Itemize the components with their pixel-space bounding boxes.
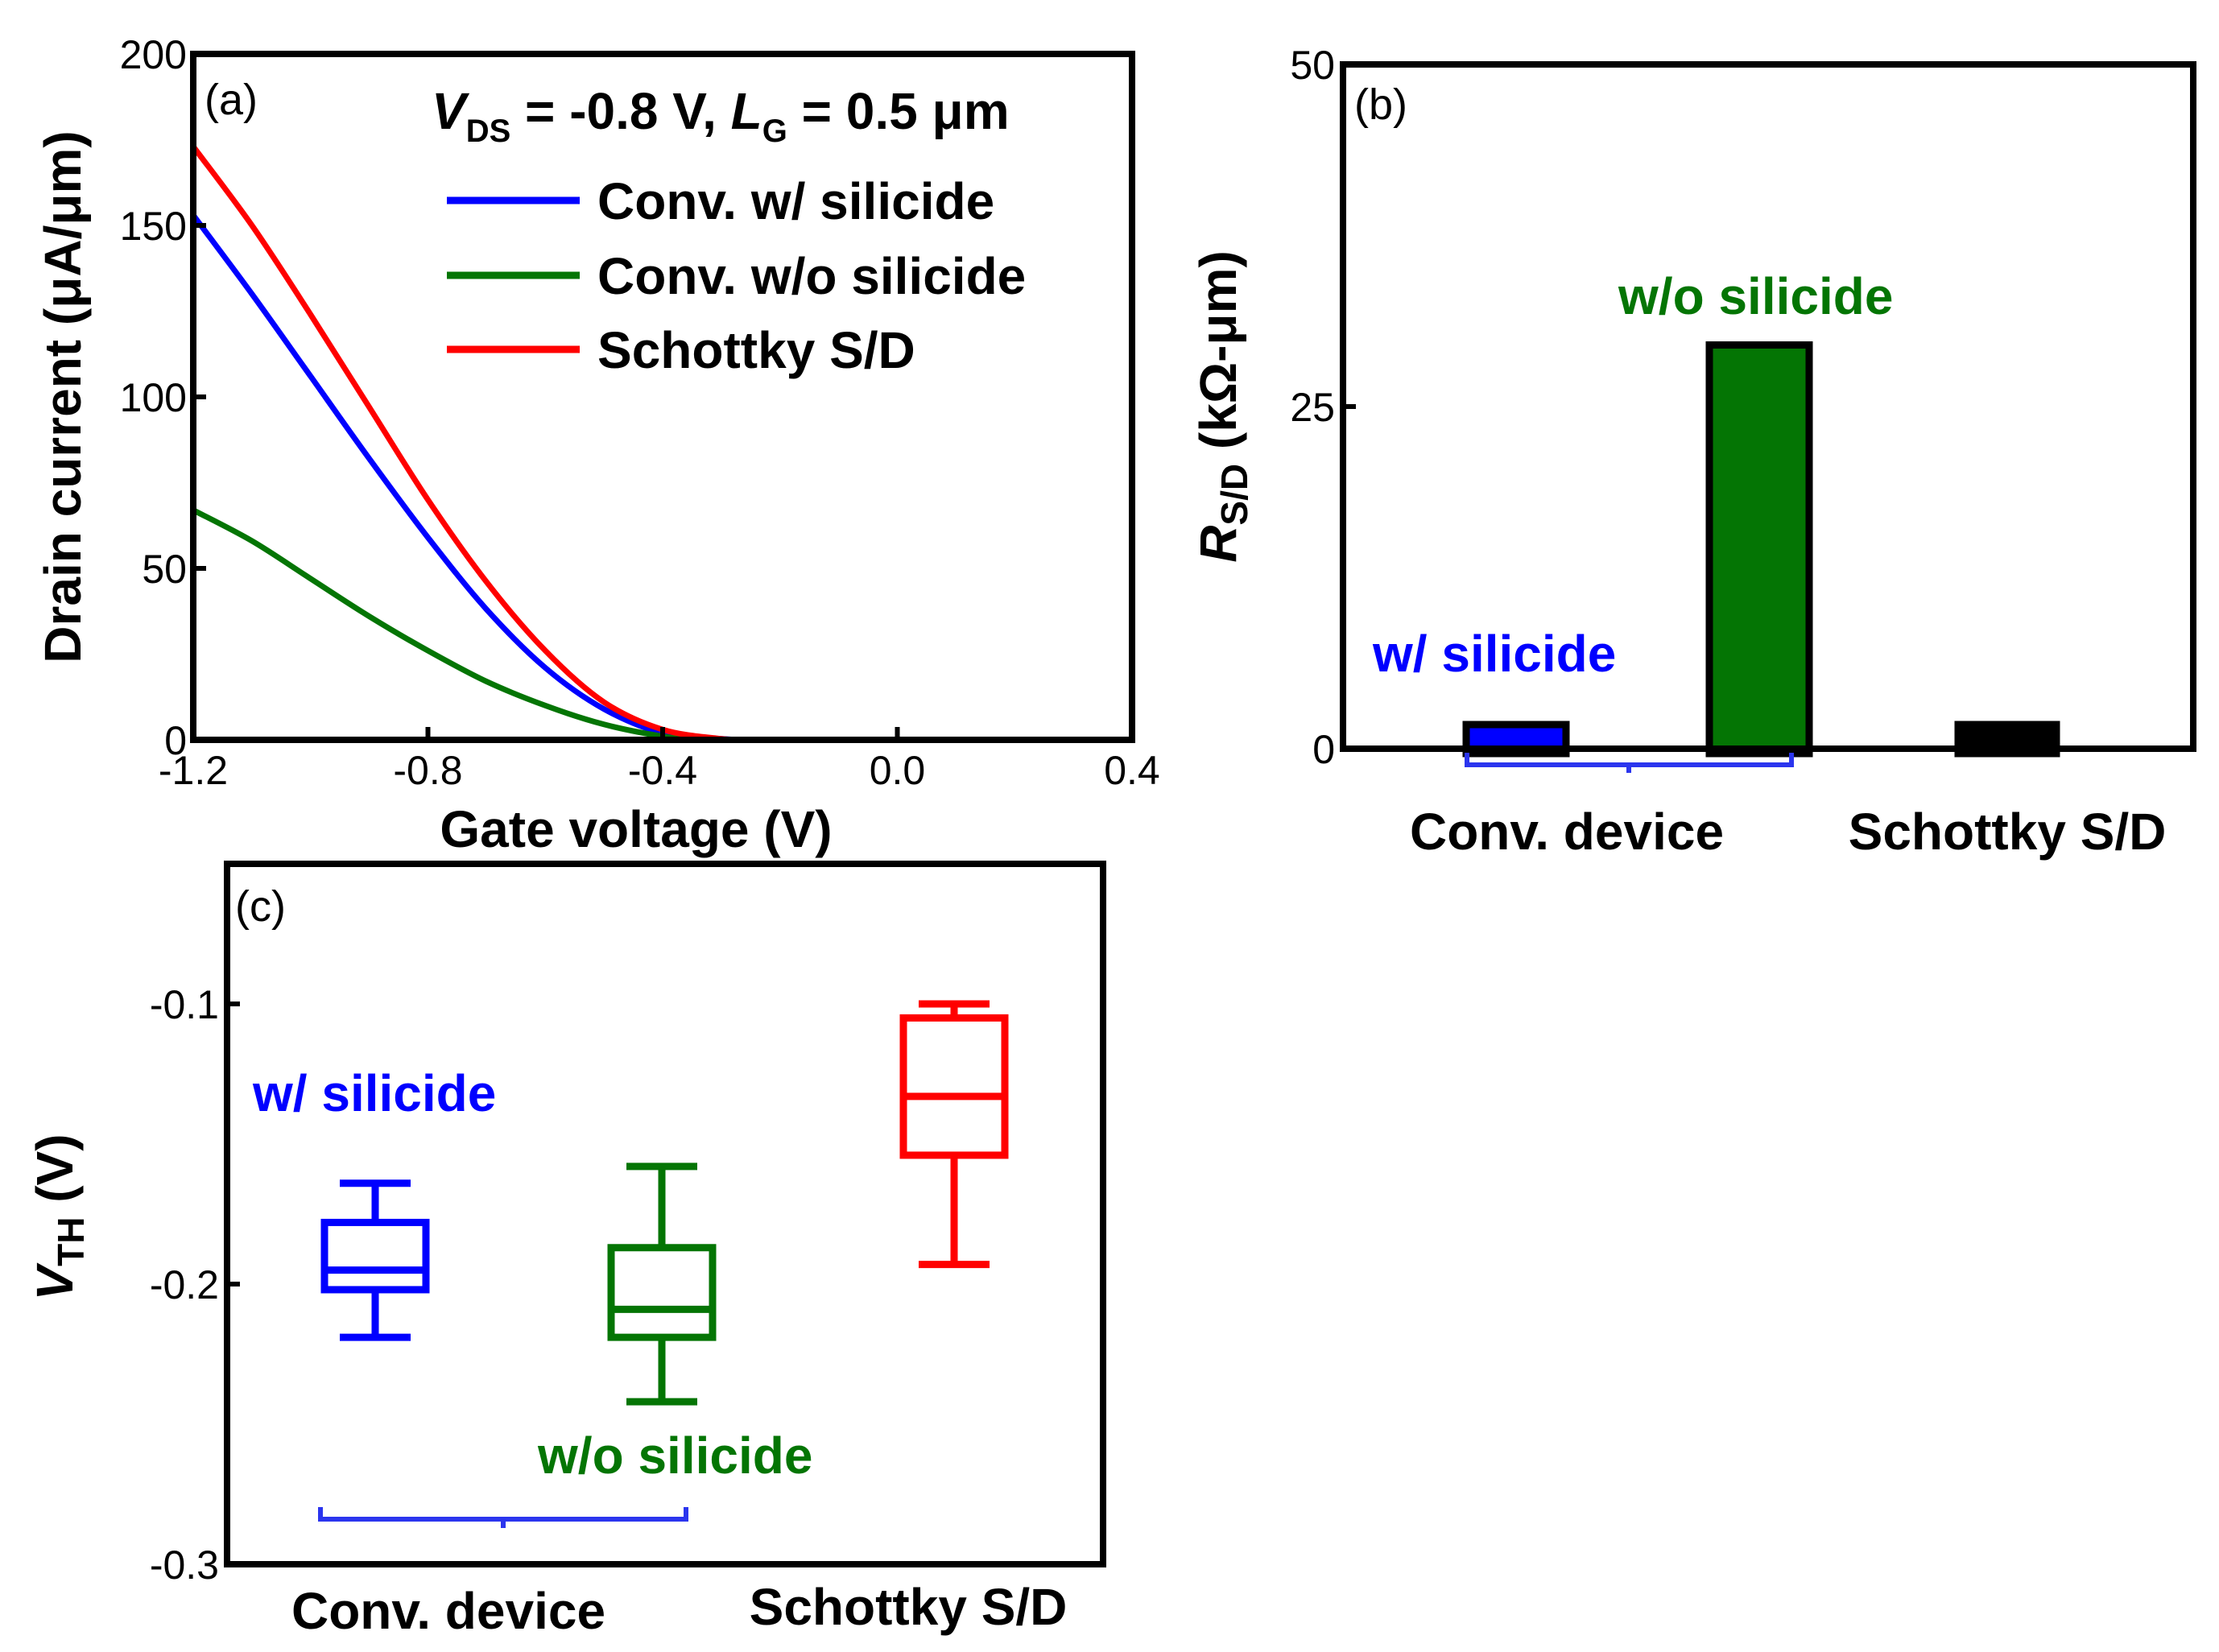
panel-a-drain-current: -1.2 -0.8 -0.4 0.0 0.4 0 50 100 150 200 (a) VDS =… [34, 32, 1160, 858]
y-tick-label: -0.3 [150, 1543, 219, 1588]
x-tick-label: 0.4 [1104, 748, 1160, 793]
panel-a-x-axis-label: Gate voltage (V) [440, 800, 832, 858]
drain-current-lines [191, 144, 1132, 743]
category-conv-device-c: Conv. device [291, 1582, 605, 1640]
lg-symbol: L [731, 82, 762, 140]
category-conv-device: Conv. device [1410, 803, 1724, 861]
panel-c-threshold-voltage: -0.3 -0.2 -0.1 (c) w/ silicide w/o silicid… [26, 861, 1106, 1640]
box-schottky-s-d [899, 1014, 1009, 1159]
series-line-conv-w-o-silicide [192, 507, 1132, 743]
rsd-subscript: S/D [1213, 464, 1255, 526]
panel-b-y-axis-label: RS/D (kΩ-μm) [1189, 250, 1255, 563]
panel-b-frame [1340, 61, 2196, 752]
x-tick-label: 0.0 [870, 748, 926, 793]
annotation-without-silicide-c: w/o silicide [537, 1427, 812, 1485]
vds-symbol: V [432, 82, 470, 140]
annotation-with-silicide-c: w/ silicide [252, 1064, 496, 1122]
category-schottky: Schottky S/D [1849, 803, 2167, 861]
y-tick-label: 25 [1290, 385, 1335, 430]
vth-subscript: TH [50, 1217, 92, 1266]
panel-a-ticks: -1.2 -0.8 -0.4 0.0 0.4 0 50 100 150 200 [120, 32, 1160, 793]
legend-label-conv-with-silicide: Conv. w/ silicide [597, 172, 994, 230]
y-tick-label: -0.1 [150, 982, 219, 1027]
y-tick-label: 200 [120, 32, 187, 77]
panel-b-ticks: 0 25 50 [1290, 43, 1356, 772]
panel-c-ticks: -0.3 -0.2 -0.1 [150, 982, 240, 1588]
y-tick-label: 0 [1312, 727, 1335, 772]
y-tick-label: 150 [120, 204, 187, 249]
resistance-bars [1462, 341, 2060, 758]
panel-c-frame [224, 861, 1106, 1567]
box-w-o-silicide [607, 1244, 717, 1341]
bar-w-o-silicide [1705, 341, 1813, 758]
vth-symbol: V [26, 1262, 84, 1301]
category-schottky-c: Schottky S/D [750, 1578, 1068, 1636]
x-tick-label: -1.2 [159, 748, 228, 793]
panel-a-label: (a) [205, 76, 258, 124]
annotation-with-silicide: w/ silicide [1372, 625, 1616, 683]
lg-value: = 0.5 μm [787, 82, 1010, 140]
series-line-schottky-s-d [191, 144, 1132, 743]
panel-a-frame [190, 51, 1135, 743]
rsd-symbol: R [1189, 526, 1247, 563]
y-tick-label: 50 [1290, 43, 1335, 88]
x-tick-label: -0.8 [393, 748, 462, 793]
y-tick-label: 50 [142, 547, 187, 592]
rsd-units: (kΩ-μm) [1189, 250, 1247, 464]
annotation-without-silicide: w/o silicide [1618, 267, 1893, 325]
vds-value: = -0.8 V, [510, 82, 730, 140]
panel-c-label: (c) [235, 882, 286, 931]
vth-units: (V) [26, 1134, 84, 1216]
lg-subscript: G [762, 114, 787, 149]
legend-label-conv-without-silicide: Conv. w/o silicide [597, 247, 1026, 305]
panel-b-sd-resistance: 0 25 50 (b) w/ silicide w/o silicide Conv.… [1189, 43, 2196, 861]
box-w-silicide [320, 1218, 430, 1294]
vds-subscript: DS [466, 114, 511, 149]
legend: Conv. w/ silicide Conv. w/o silicide Sch… [447, 172, 1026, 379]
panel-c-y-axis-label: VTH (V) [26, 1134, 92, 1300]
panel-b-label: (b) [1354, 81, 1407, 129]
threshold-voltage-boxes [320, 1000, 1009, 1406]
y-tick-label: 0 [164, 718, 187, 763]
x-tick-label: -0.4 [628, 748, 697, 793]
y-tick-label: 100 [120, 375, 187, 420]
conv-device-bracket-c [318, 1507, 688, 1528]
measurement-condition: VDS = -0.8 V, LG = 0.5 μm [432, 82, 1010, 149]
y-tick-label: -0.2 [150, 1262, 219, 1307]
panel-a-y-axis-label: Drain current (μA/μm) [34, 130, 92, 663]
conv-device-bracket [1465, 753, 1794, 773]
legend-label-schottky: Schottky S/D [597, 321, 915, 379]
